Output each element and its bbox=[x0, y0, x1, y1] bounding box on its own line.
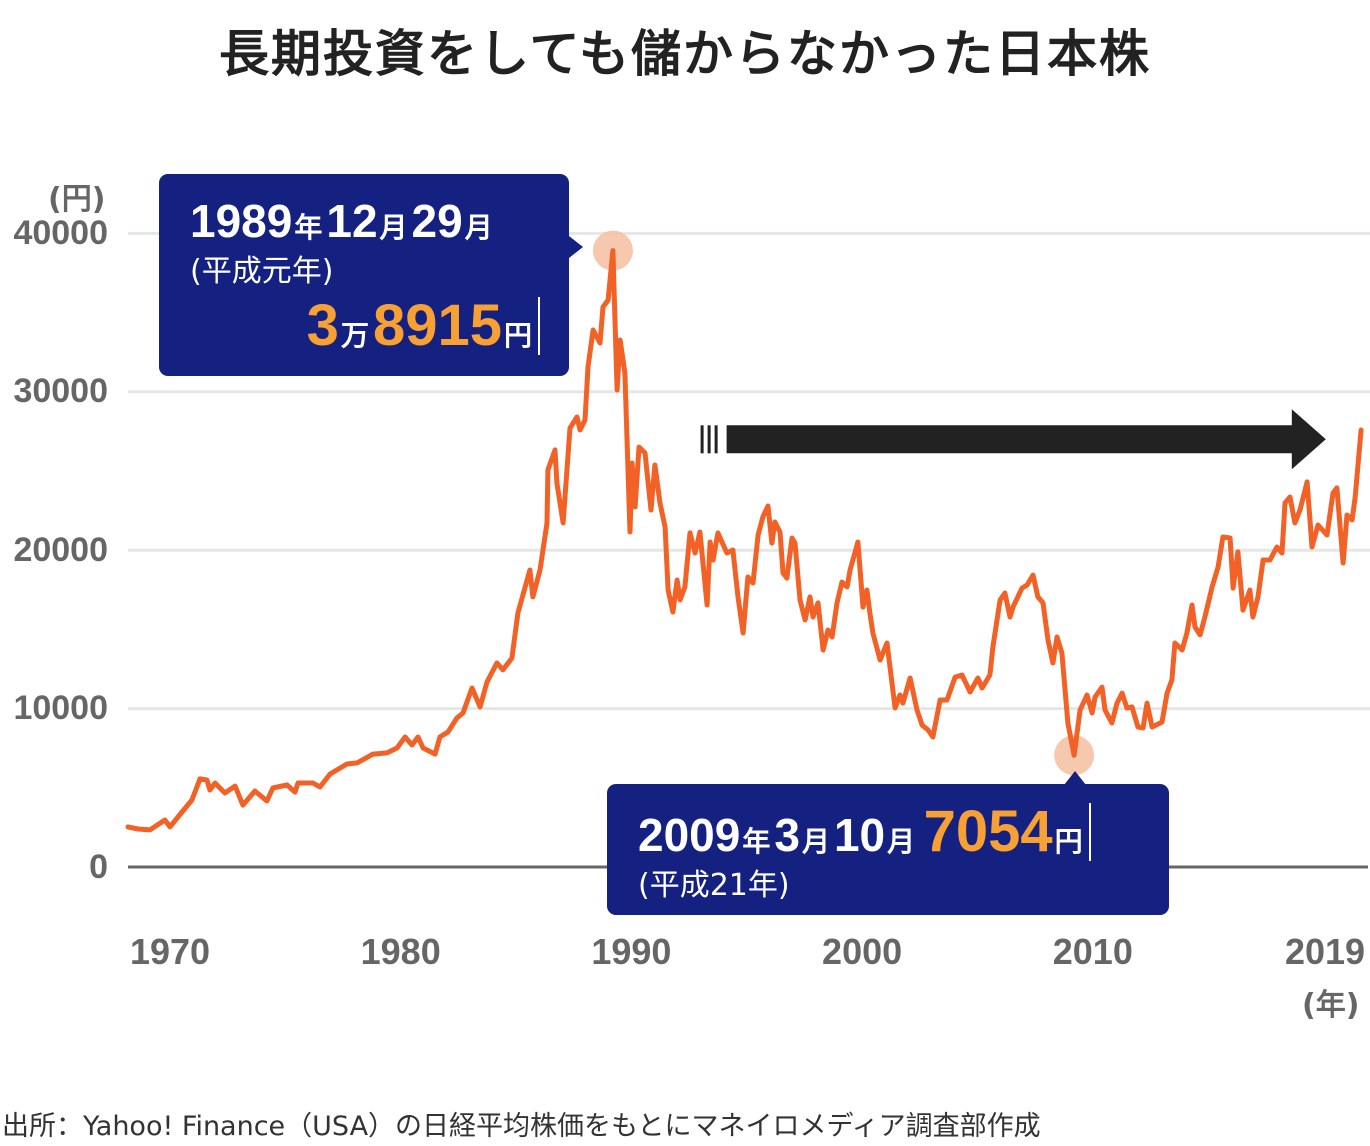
bottom-day-unit: 月 bbox=[887, 826, 916, 857]
peak-value-rest: 8915 bbox=[372, 293, 502, 358]
peak-year: 1989 bbox=[190, 195, 293, 247]
peak-date: 1989年12月29月 bbox=[190, 194, 497, 248]
flat-trend-arrow bbox=[700, 409, 1326, 470]
bottom-value: 7054 bbox=[923, 799, 1053, 864]
x-tick-label: 1980 bbox=[360, 931, 441, 972]
bottom-year-unit: 年 bbox=[742, 826, 771, 857]
peak-annotation-box: 1989年12月29月 (平成元年) 3万8915円 bbox=[159, 174, 583, 376]
peak-day-unit: 月 bbox=[464, 212, 493, 243]
bottom-yen-unit: 円 bbox=[1054, 826, 1083, 857]
y-tick-label: 30000 bbox=[13, 372, 108, 410]
x-tick-label: 2000 bbox=[822, 931, 903, 972]
text-cursor-mark bbox=[538, 297, 540, 355]
arrow-stripe bbox=[700, 425, 704, 454]
peak-value-man: 3 bbox=[306, 293, 339, 358]
peak-era: (平成元年) bbox=[190, 254, 334, 289]
bottom-day: 10 bbox=[833, 809, 886, 861]
text-cursor-mark bbox=[1088, 803, 1091, 861]
arrow-shaft-head bbox=[726, 409, 1326, 470]
peak-day: 29 bbox=[411, 195, 463, 247]
highlight-markers bbox=[592, 230, 1095, 776]
y-tick-label: 10000 bbox=[13, 689, 108, 727]
bottom-date-value: 2009年3月10月 7054円 bbox=[638, 798, 1091, 865]
y-tick-label: 40000 bbox=[13, 214, 108, 252]
y-tick-label: 0 bbox=[89, 848, 108, 886]
peak-year-unit: 年 bbox=[294, 212, 323, 243]
bottom-year: 2009 bbox=[638, 809, 741, 861]
peak-value: 3万8915円 bbox=[307, 292, 540, 359]
bottom-month-unit: 月 bbox=[801, 826, 830, 857]
y-tick-label: 20000 bbox=[13, 531, 108, 569]
bottom-pointer bbox=[1064, 771, 1086, 785]
source-note: 出所：Yahoo! Finance（USA）の日経平均株価をもとにマネイロメディ… bbox=[2, 1111, 1041, 1142]
x-tick-label: 2019 bbox=[1284, 931, 1366, 972]
peak-yen-unit: 円 bbox=[503, 320, 532, 351]
bottom-month: 3 bbox=[774, 809, 800, 861]
peak-man-unit: 万 bbox=[340, 320, 369, 351]
arrow-stripe bbox=[714, 425, 718, 454]
arrow-stripe bbox=[707, 425, 711, 454]
peak-pointer bbox=[569, 236, 583, 258]
bottom-era: (平成21年) bbox=[638, 868, 790, 903]
series-line-group bbox=[125, 248, 1364, 833]
chart-title: 長期投資をしても儲からなかった日本株 bbox=[219, 25, 1151, 83]
x-tick-label: 2010 bbox=[1052, 931, 1133, 972]
y-axis-unit: (円) bbox=[48, 182, 106, 217]
x-tick-label: 1990 bbox=[591, 931, 672, 972]
peak-month: 12 bbox=[326, 195, 378, 247]
x-tick-label: 1970 bbox=[129, 931, 211, 972]
bottom-annotation-box: 2009年3月10月 7054円 (平成21年) bbox=[607, 771, 1169, 915]
x-axis-unit: (年) bbox=[1302, 988, 1360, 1023]
series-line bbox=[125, 248, 1364, 833]
peak-month-unit: 月 bbox=[379, 212, 408, 243]
